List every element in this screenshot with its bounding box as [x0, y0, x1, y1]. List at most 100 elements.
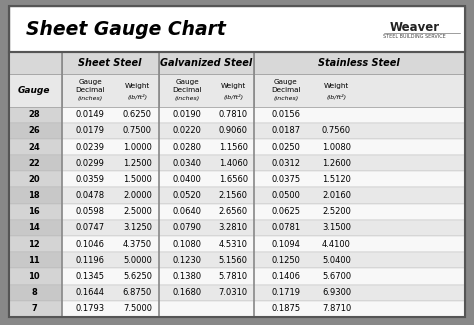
Text: 0.1406: 0.1406	[271, 272, 301, 281]
Bar	[9, 268, 62, 284]
Text: 0.0625: 0.0625	[271, 207, 301, 216]
Text: 1.2600: 1.2600	[322, 159, 351, 168]
Bar	[9, 6, 465, 52]
Text: 6.8750: 6.8750	[123, 288, 152, 297]
Bar	[9, 52, 465, 317]
Text: 7.0310: 7.0310	[219, 288, 248, 297]
Bar	[9, 236, 62, 252]
Text: 0.1875: 0.1875	[271, 304, 301, 313]
Text: 0.7560: 0.7560	[322, 126, 351, 135]
Text: (inches): (inches)	[174, 96, 200, 101]
Bar	[9, 220, 465, 236]
Bar	[9, 139, 62, 155]
Text: 1.0080: 1.0080	[322, 143, 351, 151]
Bar	[9, 123, 62, 139]
Text: 10: 10	[28, 272, 40, 281]
Text: 0.0520: 0.0520	[173, 191, 201, 200]
Text: 5.6250: 5.6250	[123, 272, 152, 281]
Text: STEEL BUILDING SERVICE: STEEL BUILDING SERVICE	[383, 34, 446, 39]
Text: 0.0340: 0.0340	[173, 159, 202, 168]
Text: Decimal: Decimal	[271, 87, 301, 93]
Text: 0.0250: 0.0250	[272, 143, 300, 151]
Bar	[9, 236, 465, 252]
Text: 0.6250: 0.6250	[123, 110, 152, 119]
Text: 0.0190: 0.0190	[173, 110, 201, 119]
Bar	[9, 123, 465, 139]
Text: 0.0640: 0.0640	[173, 207, 202, 216]
Bar	[9, 52, 62, 74]
Text: 20: 20	[28, 175, 40, 184]
Text: 4.5310: 4.5310	[219, 240, 248, 249]
Text: Weight: Weight	[324, 84, 349, 89]
Text: 1.6560: 1.6560	[219, 175, 248, 184]
Text: 0.1644: 0.1644	[75, 288, 105, 297]
Text: Gauge: Gauge	[18, 86, 50, 95]
Text: 11: 11	[28, 256, 40, 265]
Text: 14: 14	[28, 223, 40, 232]
Bar	[9, 284, 465, 301]
Text: 5.6700: 5.6700	[322, 272, 351, 281]
Text: Sheet Gauge Chart: Sheet Gauge Chart	[26, 20, 226, 39]
Text: 0.7500: 0.7500	[123, 126, 152, 135]
Text: Weaver: Weaver	[390, 21, 440, 34]
Text: 1.1560: 1.1560	[219, 143, 248, 151]
Bar	[9, 220, 62, 236]
Text: 12: 12	[28, 240, 40, 249]
Text: 0.1793: 0.1793	[75, 304, 105, 313]
Text: 7.5000: 7.5000	[123, 304, 152, 313]
Text: 1.0000: 1.0000	[123, 143, 152, 151]
Text: 0.1196: 0.1196	[75, 256, 105, 265]
Text: 1.5120: 1.5120	[322, 175, 351, 184]
Text: 0.7810: 0.7810	[219, 110, 248, 119]
Text: Gauge: Gauge	[274, 79, 298, 85]
Text: (lb/ft²): (lb/ft²)	[327, 94, 346, 100]
Text: 0.0220: 0.0220	[173, 126, 201, 135]
Text: 16: 16	[28, 207, 40, 216]
Bar	[9, 204, 465, 220]
Text: 0.1719: 0.1719	[271, 288, 301, 297]
Text: 1.5000: 1.5000	[123, 175, 152, 184]
Text: 24: 24	[28, 143, 40, 151]
Bar	[62, 52, 159, 74]
Text: 6.9300: 6.9300	[322, 288, 351, 297]
Bar	[9, 188, 465, 204]
Text: 7: 7	[31, 304, 37, 313]
Bar	[9, 284, 62, 301]
Text: (inches): (inches)	[273, 96, 299, 101]
Bar	[9, 6, 465, 52]
Text: 0.0400: 0.0400	[173, 175, 201, 184]
Bar	[62, 74, 159, 107]
Text: 22: 22	[28, 159, 40, 168]
Bar	[9, 252, 465, 268]
Text: 28: 28	[28, 110, 40, 119]
Text: 0.0149: 0.0149	[76, 110, 104, 119]
Text: 0.1250: 0.1250	[272, 256, 300, 265]
Text: 0.1046: 0.1046	[75, 240, 105, 249]
Text: 4.3750: 4.3750	[123, 240, 152, 249]
Text: Weight: Weight	[220, 84, 246, 89]
Text: 0.0179: 0.0179	[75, 126, 105, 135]
Text: 0.0359: 0.0359	[75, 175, 105, 184]
Text: 0.0781: 0.0781	[271, 223, 301, 232]
Bar	[9, 107, 62, 123]
Bar	[9, 301, 465, 317]
Text: 0.0598: 0.0598	[75, 207, 105, 216]
Text: 2.1560: 2.1560	[219, 191, 248, 200]
Bar	[9, 252, 62, 268]
Bar	[9, 155, 62, 171]
Text: 3.2810: 3.2810	[219, 223, 248, 232]
Bar	[9, 139, 465, 155]
Text: 0.0299: 0.0299	[76, 159, 104, 168]
Text: 0.1230: 0.1230	[173, 256, 202, 265]
Text: 3.1500: 3.1500	[322, 223, 351, 232]
Text: 5.0000: 5.0000	[123, 256, 152, 265]
Text: 5.7810: 5.7810	[219, 272, 248, 281]
Bar	[254, 74, 465, 107]
Text: 0.0312: 0.0312	[271, 159, 301, 168]
Text: 0.0239: 0.0239	[75, 143, 105, 151]
Text: 0.1080: 0.1080	[173, 240, 202, 249]
Text: Sheet Steel: Sheet Steel	[79, 58, 142, 68]
Text: Decimal: Decimal	[173, 87, 202, 93]
Bar	[9, 188, 62, 204]
Text: Galvanized Steel: Galvanized Steel	[160, 58, 252, 68]
